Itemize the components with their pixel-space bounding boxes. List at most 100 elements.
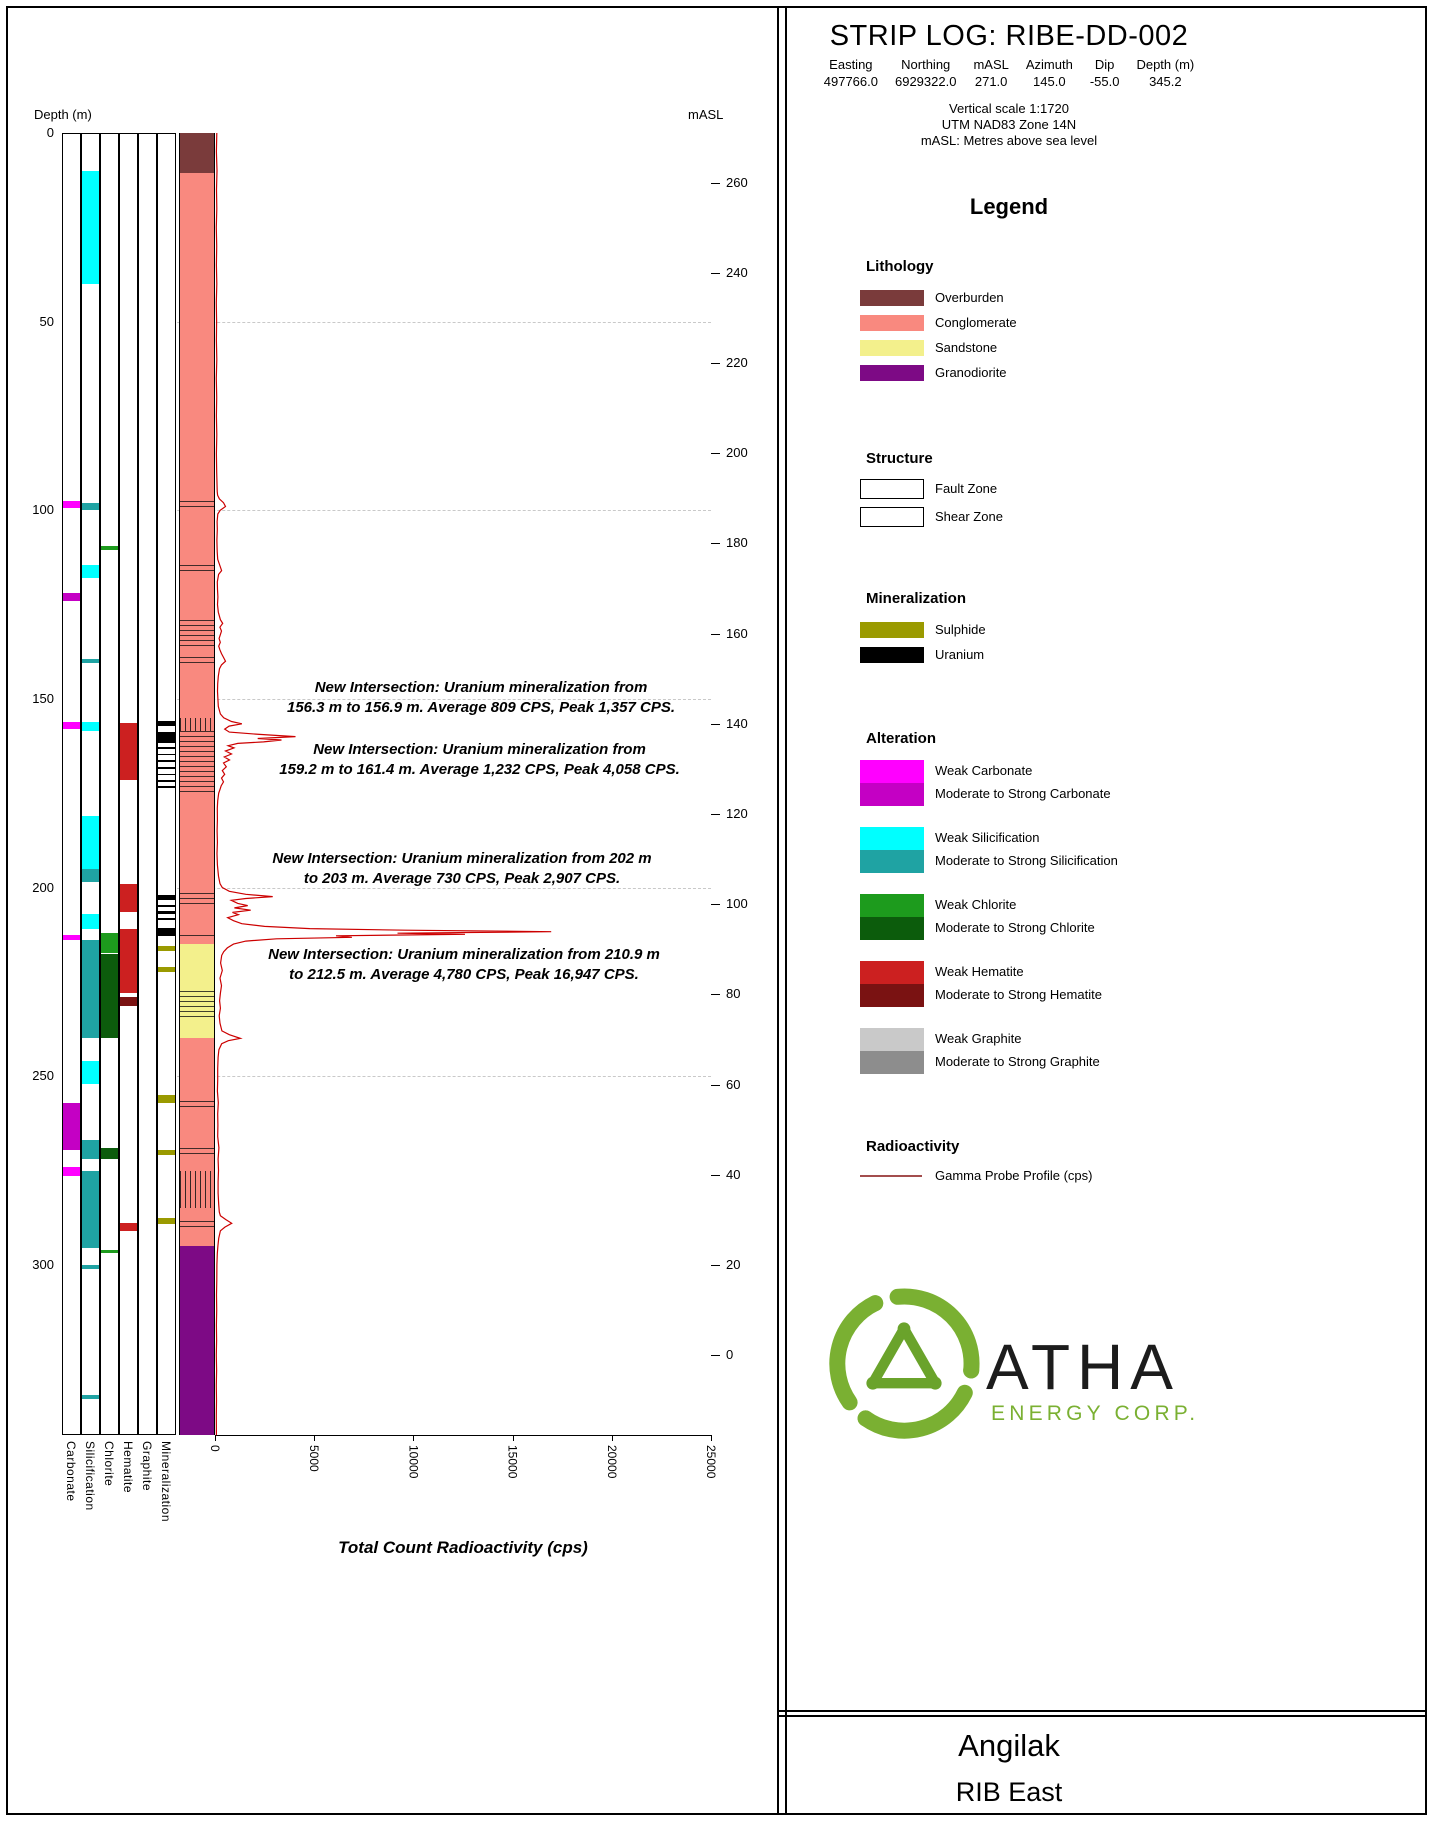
legend-swatch-moderate-to-strong-chlorite	[860, 917, 924, 940]
masl-tickmark	[711, 723, 720, 725]
masl-tick-label: 60	[726, 1076, 741, 1092]
footer-separator-line-1	[779, 1710, 1425, 1712]
structure-interval-shear-zone	[180, 731, 214, 794]
mineralization-interval-sulphide	[158, 946, 175, 951]
silicification-strong-interval	[82, 502, 99, 511]
lithology-interval-granodiorite	[180, 1245, 214, 1436]
gamma-axis-tick	[711, 1435, 712, 1442]
scale-note: Vertical scale 1:1720	[949, 101, 1069, 116]
mineralization-interval-uranium	[158, 747, 175, 750]
legend-label-weak-chlorite: Weak Chlorite	[935, 897, 1017, 912]
carbonate-weak-interval	[63, 1166, 80, 1177]
mineralization-interval-uranium	[158, 904, 175, 907]
masl-tick-label: 80	[726, 986, 741, 1002]
header-field-label: Dip	[1094, 57, 1115, 72]
header-field-value: -55.0	[1089, 74, 1120, 89]
scale-note: UTM NAD83 Zone 14N	[941, 117, 1077, 132]
legend-label-moderate-to-strong-hematite: Moderate to Strong Hematite	[935, 987, 1102, 1002]
mineralization-interval-sulphide	[158, 1217, 175, 1224]
masl-tick-label: 120	[726, 806, 748, 821]
structure-interval-fault-zone	[180, 717, 214, 731]
structure-interval-shear-zone	[180, 991, 214, 1022]
mineralization-interval-uranium	[158, 911, 175, 914]
header-field-label: mASL	[973, 57, 1009, 72]
scale-notes: Vertical scale 1:1720 UTM NAD83 Zone 14N m…	[788, 101, 1230, 149]
masl-tickmark	[711, 1355, 720, 1357]
gamma-axis-tick	[512, 1435, 514, 1442]
track-mineralization	[157, 133, 176, 1436]
mineralization-interval-uranium	[158, 753, 175, 756]
mineralization-interval-uranium	[158, 780, 175, 782]
header-field-label: Easting	[829, 57, 873, 72]
structure-interval-shear-zone	[180, 657, 214, 667]
legend-swatch-overburden	[860, 290, 924, 306]
uranium-intersection-annotation-1: New Intersection: Uranium mineralization…	[286, 679, 675, 716]
mineralization-interval-uranium	[158, 721, 175, 726]
header-field-label: Northing	[901, 57, 951, 72]
legend-swatch-weak-chlorite	[860, 894, 924, 917]
legend-label-sandstone: Sandstone	[935, 340, 998, 355]
carbonate-weak-interval	[63, 500, 80, 509]
legend-label-granodiorite: Granodiorite	[935, 365, 1007, 380]
track-axis-label-carbonate: Carbonate	[64, 1441, 78, 1502]
chlorite-weak-interval	[101, 1249, 118, 1254]
legend-label-weak-carbonate: Weak Carbonate	[935, 763, 1033, 778]
masl-tick-label: 100	[726, 896, 748, 912]
uranium-intersection-annotation-3: New Intersection: Uranium mineralization…	[272, 850, 652, 887]
depth-tick-label: 100	[32, 502, 54, 518]
gamma-axis-line	[215, 1435, 711, 1437]
header-field-value: 497766.0	[823, 74, 878, 89]
mineralization-interval-uranium	[158, 732, 175, 743]
masl-tick-label: 260	[726, 174, 748, 190]
hematite-strong-interval	[120, 996, 137, 1007]
structure-interval-shear-zone	[180, 1100, 214, 1111]
chlorite-strong-interval	[101, 1147, 118, 1160]
legend-swatch-moderate-to-strong-hematite	[860, 984, 924, 1007]
masl-tick-label: 140	[726, 715, 748, 731]
silicification-weak-interval	[82, 170, 99, 284]
silicification-strong-interval	[82, 868, 99, 882]
structure-interval-shear-zone	[180, 1147, 214, 1158]
header-field-dip: Dip -55.0	[1090, 57, 1120, 89]
gamma-tick-label: 0	[208, 1445, 222, 1452]
gamma-tick-label: 10000	[406, 1445, 421, 1479]
legend-swatch-uranium	[860, 647, 924, 663]
gamma-axis-title: Total Count Radioactivity (cps)	[338, 1538, 588, 1557]
legend-label-weak-graphite: Weak Graphite	[935, 1031, 1022, 1046]
header-field-value: 145.0	[1033, 74, 1066, 89]
page-title: STRIP LOG: RIBE-DD-002	[829, 20, 1189, 52]
chlorite-weak-interval	[101, 546, 118, 550]
header-field-depth-m: Depth (m) 345.2	[1136, 57, 1194, 89]
depth-tick-label: 50	[39, 313, 54, 329]
masl-tick-label: 180	[726, 535, 748, 551]
depth-tick-label: 150	[32, 690, 54, 706]
silicification-strong-interval	[82, 1394, 99, 1399]
structure-interval-shear-zone	[180, 500, 214, 509]
lithology-interval-conglomerate	[180, 1038, 214, 1246]
masl-tickmark	[711, 1265, 720, 1266]
gamma-axis-tick	[413, 1435, 415, 1442]
hematite-weak-interval	[120, 883, 137, 912]
masl-tickmark	[711, 453, 720, 455]
legend-label-weak-silicification: Weak Silicification	[935, 830, 1040, 845]
legend-label-uranium: Uranium	[935, 647, 985, 662]
gamma-axis-tick	[314, 1435, 316, 1442]
masl-tick-label: 200	[726, 445, 748, 461]
carbonate-weak-interval	[63, 934, 80, 941]
legend-heading-radioactivity: Radioactivity	[866, 1138, 960, 1155]
panel-separator-line-2	[785, 8, 787, 1813]
track-graphite	[138, 133, 157, 1436]
legend-label-fault-zone: Fault Zone	[935, 481, 998, 496]
gamma-tick-label: 25000	[704, 1445, 718, 1479]
legend-swatch-moderate-to-strong-silicification	[860, 850, 924, 873]
legend-heading-structure: Structure	[866, 450, 933, 467]
silicification-strong-interval	[82, 1170, 99, 1248]
legend-heading-alteration: Alteration	[866, 730, 937, 747]
header-field-easting: Easting 497766.0	[824, 57, 878, 89]
gamma-axis-tick	[215, 1435, 216, 1442]
footer-separator-line-2	[779, 1715, 1425, 1717]
carbonate-strong-interval	[63, 593, 80, 601]
masl-tick-label: 220	[726, 355, 748, 370]
structure-interval-shear-zone	[180, 619, 214, 647]
masl-tick-label: 0	[726, 1347, 734, 1363]
